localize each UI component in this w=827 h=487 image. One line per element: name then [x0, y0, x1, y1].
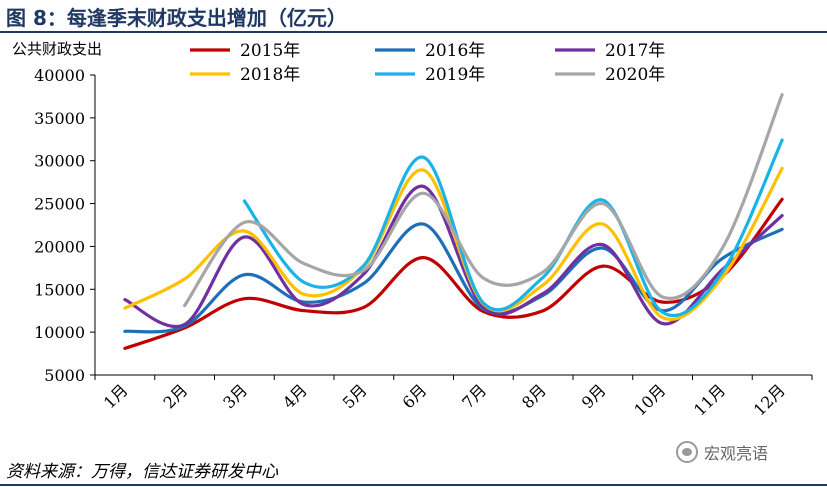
y-tick-label: 30000	[34, 152, 85, 171]
x-tick-label: 9月	[578, 380, 610, 412]
legend-label-3: 2018年	[240, 65, 300, 85]
legend-label-2: 2017年	[605, 41, 665, 61]
x-tick-label: 6月	[399, 380, 431, 412]
x-tick-label: 3月	[219, 380, 251, 412]
series-line-4	[242, 138, 784, 318]
watermark: 宏观亮语	[676, 440, 768, 464]
series-line-2	[123, 184, 784, 329]
y-tick-label: 5000	[44, 366, 85, 385]
source-note: 资料来源：万得，信达证券研发中心	[6, 462, 278, 482]
y-axis-label: 公共财政支出	[12, 40, 102, 58]
y-tick-label: 15000	[34, 280, 85, 299]
x-tick-label: 7月	[458, 380, 490, 412]
x-tick-label: 11月	[690, 380, 729, 419]
legend-label-5: 2020年	[605, 65, 665, 85]
x-tick-label: 4月	[279, 380, 311, 412]
x-tick-label: 10月	[630, 380, 669, 419]
legend-label-1: 2016年	[425, 41, 485, 61]
y-axis-ticks: 5000 10000 15000 20000 25000 30000 35000 40000	[34, 66, 95, 385]
y-tick-label: 20000	[34, 237, 85, 256]
x-tick-label: 8月	[518, 380, 550, 412]
chart-series	[123, 93, 784, 350]
title-divider	[0, 31, 827, 33]
series-line-0	[123, 197, 784, 350]
legend-label-0: 2015年	[240, 41, 300, 61]
x-tick-label: 5月	[339, 380, 371, 412]
x-tick-label: 12月	[750, 380, 789, 419]
y-tick-label: 25000	[34, 195, 85, 214]
y-tick-label: 35000	[34, 109, 85, 128]
watermark-text: 宏观亮语	[704, 444, 769, 463]
y-tick-label: 40000	[34, 66, 85, 85]
wechat-icon	[676, 441, 698, 463]
x-axis-ticks: 1月 2月 3月 4月 5月 6月 7月 8月 9月 10月 11月 12月	[94, 375, 813, 420]
series-line-5	[183, 93, 784, 308]
series-line-1	[123, 222, 784, 334]
chart-legend: 2015年 2016年 2017年 2018年 2019年 2020年	[190, 41, 665, 85]
y-tick-label: 10000	[34, 323, 85, 342]
x-tick-label: 1月	[100, 380, 132, 412]
legend-label-4: 2019年	[425, 65, 485, 85]
bottom-divider	[0, 484, 827, 486]
x-tick-label: 2月	[160, 380, 192, 412]
figure-title: 图 8：每逢季末财政支出增加（亿元）	[6, 6, 347, 30]
